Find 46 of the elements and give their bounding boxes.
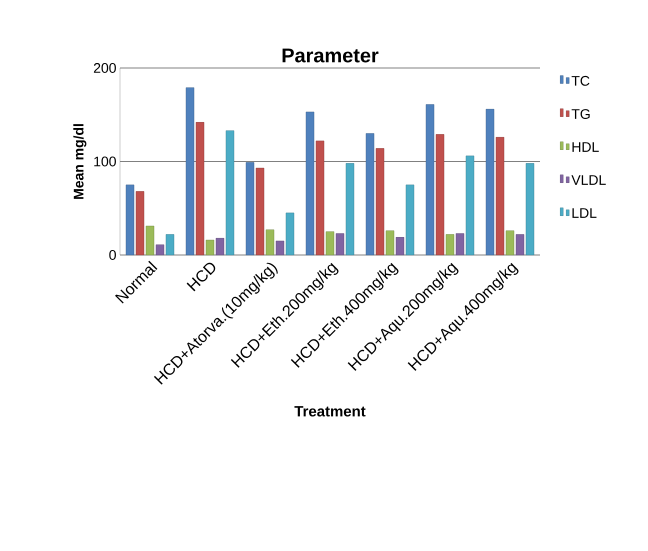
bar	[146, 226, 154, 256]
y-tick-label: 100	[94, 156, 116, 166]
bar	[376, 148, 384, 256]
bar	[156, 244, 164, 256]
legend-label: VLDL	[571, 175, 606, 185]
bar	[136, 191, 144, 256]
bar	[226, 130, 234, 256]
legend-label: TG	[572, 109, 590, 119]
bar	[396, 237, 404, 256]
bar	[516, 234, 524, 256]
y-tick-label: 0	[109, 250, 116, 260]
bar	[186, 87, 194, 256]
bar	[436, 134, 444, 256]
bar	[276, 240, 284, 256]
bar	[266, 230, 274, 256]
bar	[196, 122, 204, 256]
bar	[486, 108, 494, 256]
x-axis-title: Treatment	[294, 406, 366, 417]
bar	[386, 230, 394, 256]
bar	[456, 233, 464, 256]
bar	[216, 238, 224, 256]
bar	[286, 212, 294, 256]
bar	[526, 163, 534, 256]
bar	[206, 240, 214, 256]
bar	[256, 168, 264, 256]
bar	[166, 234, 174, 256]
bar	[426, 104, 434, 256]
bar	[336, 233, 344, 256]
chart-title: Parameter	[282, 48, 378, 62]
bar	[466, 156, 474, 256]
bar	[496, 136, 504, 256]
bar	[306, 112, 314, 256]
y-axis-title: Mean mg/dl	[73, 124, 86, 199]
bar	[246, 162, 254, 256]
bar	[366, 133, 374, 256]
bar	[506, 230, 514, 256]
bar	[126, 184, 134, 256]
bar	[406, 184, 414, 256]
legend-label: LDL	[572, 208, 596, 218]
legend-label: TC	[572, 76, 590, 86]
bar	[316, 140, 324, 256]
bar	[346, 163, 354, 256]
y-tick-label: 200	[94, 63, 116, 73]
legend-label: HDL	[572, 142, 599, 152]
bar	[446, 234, 454, 256]
bar	[326, 231, 334, 256]
